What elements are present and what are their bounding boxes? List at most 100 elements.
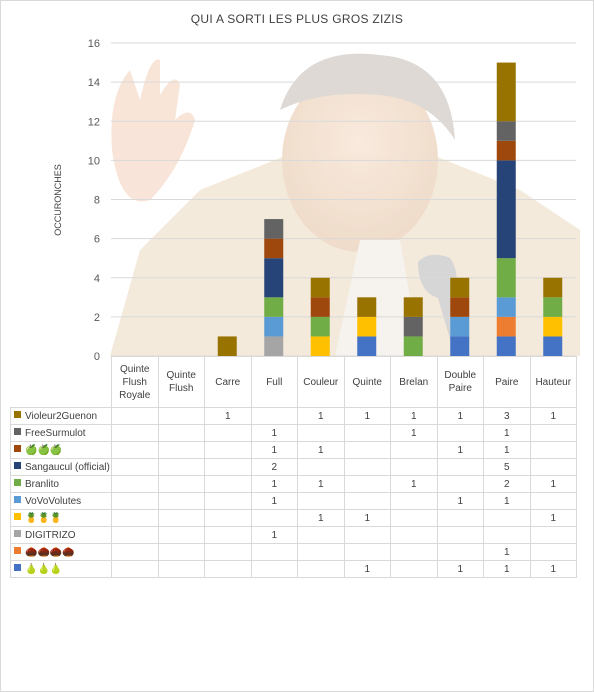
table-cell: 1 — [250, 424, 298, 442]
table-cell: 1 — [250, 526, 298, 544]
series-name: 🍐🍐🍐 — [25, 563, 63, 575]
table-cell — [204, 475, 252, 493]
bar-segment — [496, 140, 516, 161]
y-tick-label: 2 — [94, 312, 100, 324]
table-cell — [204, 509, 252, 527]
y-tick-label: 16 — [88, 38, 100, 50]
table-cell: 1 — [390, 407, 438, 425]
y-tick-label: 14 — [88, 77, 100, 89]
bar-segment — [496, 160, 516, 259]
table-cell — [204, 526, 252, 544]
table-cell — [529, 458, 577, 476]
bar-segment — [496, 316, 516, 337]
data-table: Quinte Flush Royale Quinte Flush Carre Full… — [10, 356, 577, 578]
x-category-label: Paire — [483, 356, 531, 408]
table-cell — [343, 492, 391, 510]
legend-entry: DIGITRIZO — [10, 526, 112, 544]
table-cell: 1 — [483, 560, 531, 578]
table-cell — [390, 492, 438, 510]
bar-segment — [496, 297, 516, 317]
bar-segment — [217, 336, 237, 356]
table-cell — [529, 492, 577, 510]
y-tick-label: 12 — [88, 116, 100, 128]
legend-entry: 🌰🌰🌰🌰 — [10, 543, 112, 561]
table-cell — [529, 543, 577, 561]
table-cell: 1 — [436, 441, 484, 459]
table-cell — [436, 458, 484, 476]
legend-key — [14, 479, 21, 487]
table-cell: 1 — [529, 509, 577, 527]
table-cell: 1 — [483, 424, 531, 442]
y-tick-label: 4 — [94, 273, 100, 285]
table-cell — [204, 560, 252, 578]
table-cell — [343, 526, 391, 544]
table-cell — [529, 424, 577, 442]
x-category-label: Carre — [204, 356, 252, 408]
table-cell — [390, 526, 438, 544]
legend-entry: FreeSurmulot — [10, 424, 112, 442]
chart-title: QUI A SORTI LES PLUS GROS ZIZIS — [190, 12, 404, 26]
bar-segment — [496, 62, 516, 122]
table-cell — [111, 509, 159, 527]
x-category-label: Full — [250, 356, 298, 408]
table-cell — [436, 509, 484, 527]
x-category-label: Double Paire — [436, 356, 484, 408]
bar-segment — [357, 316, 377, 337]
table-row: Sangaucul (official) 2 5 — [10, 458, 577, 476]
bar-segment — [264, 336, 284, 356]
table-cell — [204, 492, 252, 510]
table-cell — [529, 526, 577, 544]
series-name: Sangaucul (official) — [25, 461, 110, 473]
table-cell — [157, 458, 205, 476]
table-cell — [436, 475, 484, 493]
table-cell — [390, 560, 438, 578]
legend-entry: 🍍🍍🍍 — [10, 509, 112, 527]
table-cell: 1 — [483, 543, 531, 561]
legend-entry: 🍏🍏🍏 — [10, 441, 112, 459]
bar-segment — [310, 297, 330, 317]
table-corner — [10, 356, 112, 408]
table-cell — [111, 424, 159, 442]
table-cell — [343, 424, 391, 442]
legend-entry: Branlito — [10, 475, 112, 493]
table-cell — [483, 526, 531, 544]
bar-segment — [310, 336, 330, 356]
bar-segment — [264, 316, 284, 337]
table-cell: 1 — [529, 475, 577, 493]
table-cell: 1 — [529, 407, 577, 425]
x-category-label: Quinte Flush — [157, 356, 205, 408]
table-cell — [529, 441, 577, 459]
x-category-label: Hauteur — [529, 356, 577, 408]
table-cell — [111, 458, 159, 476]
table-cell — [111, 526, 159, 544]
x-category-label: Brelan — [390, 356, 438, 408]
legend-entry: Violeur2Guenon — [10, 407, 112, 425]
table-row: Branlito 1 1 1 2 1 — [10, 475, 577, 493]
table-cell — [157, 407, 205, 425]
table-cell — [390, 509, 438, 527]
table-cell — [343, 475, 391, 493]
table-cell — [297, 543, 345, 561]
bar-segment — [357, 297, 377, 317]
y-tick-label: 8 — [94, 195, 100, 207]
table-row: 🍏🍏🍏 1 1 1 1 — [10, 441, 577, 459]
table-cell: 1 — [390, 424, 438, 442]
table-cell — [297, 560, 345, 578]
legend-key — [14, 462, 21, 470]
table-cell — [157, 424, 205, 442]
bar-segment — [310, 316, 330, 337]
bar-segment — [264, 258, 284, 298]
table-cell — [250, 543, 298, 561]
table-cell — [483, 509, 531, 527]
table-cell — [157, 543, 205, 561]
bar-segment — [403, 316, 423, 337]
x-category-label: Quinte Flush Royale — [111, 356, 159, 408]
table-row: DIGITRIZO 1 — [10, 526, 577, 544]
table-cell — [343, 458, 391, 476]
table-row: 🍍🍍🍍 1 1 1 — [10, 509, 577, 527]
table-cell — [390, 441, 438, 459]
legend-key — [14, 445, 21, 453]
table-row: FreeSurmulot 1 1 1 — [10, 424, 577, 442]
series-name: VoVoVolutes — [25, 495, 82, 507]
bar-segment — [450, 277, 470, 298]
